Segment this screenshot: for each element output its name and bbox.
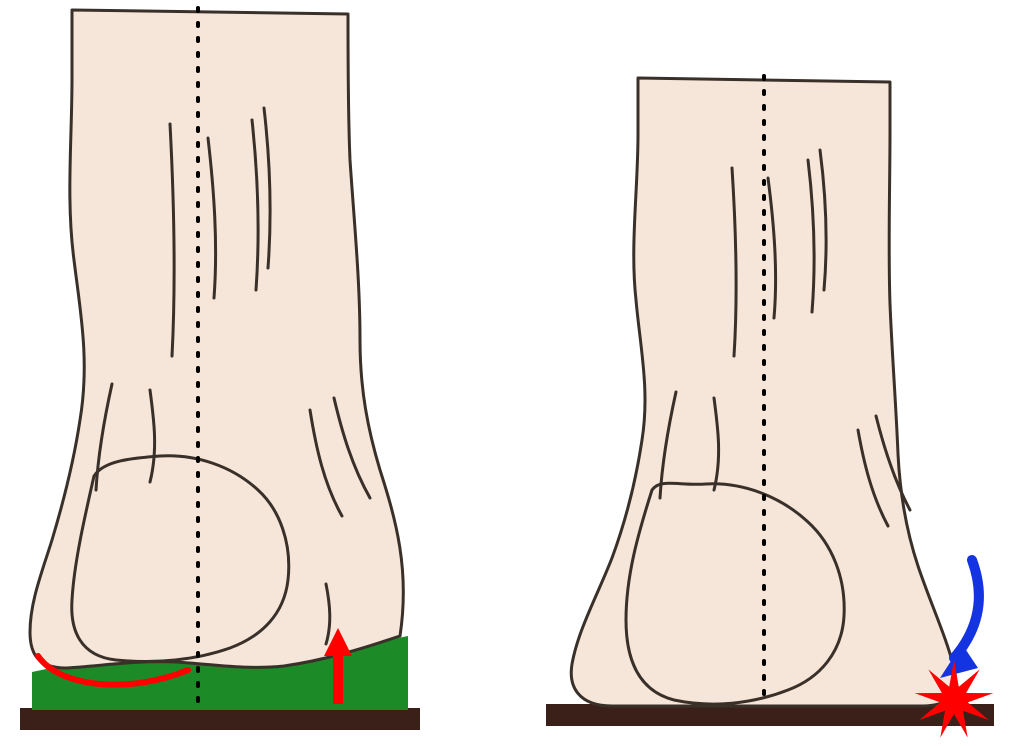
left-panel	[20, 8, 420, 730]
left-inner-heel	[72, 456, 289, 662]
medical-foot-diagram	[0, 0, 1024, 746]
right-panel	[546, 76, 994, 738]
ground-bar-left	[20, 708, 420, 730]
